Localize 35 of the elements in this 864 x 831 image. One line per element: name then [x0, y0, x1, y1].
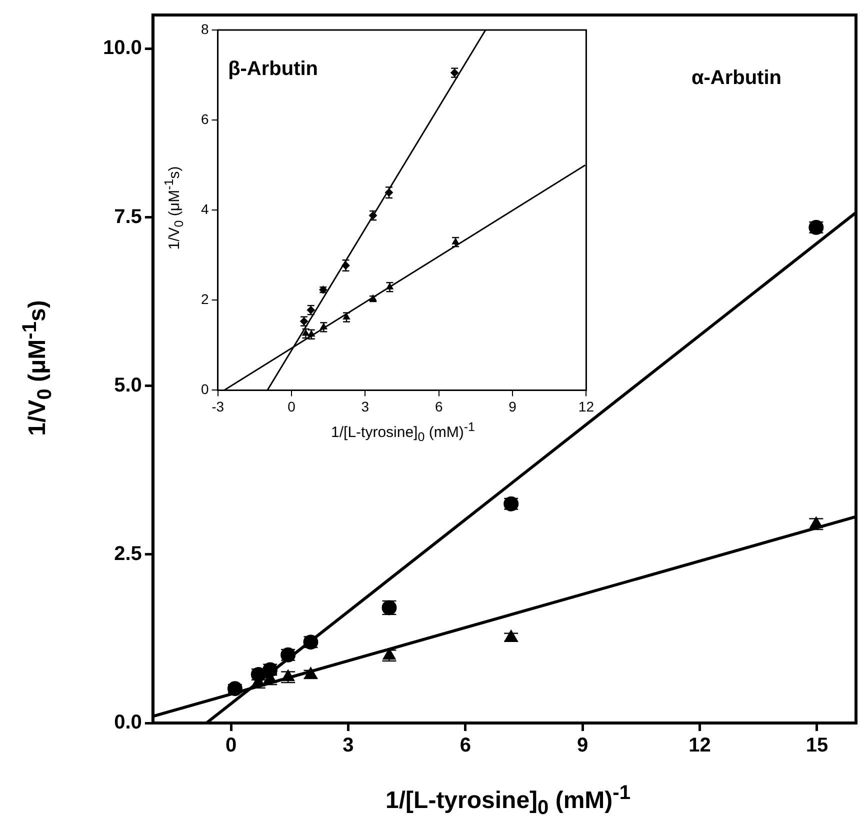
x-tick-label: 3: [361, 398, 370, 414]
point: [342, 313, 350, 320]
y-tick-label: 6: [200, 110, 209, 127]
y-tick-label: 0: [200, 381, 209, 398]
point: [227, 681, 242, 696]
x-tick-label: 12: [688, 734, 711, 757]
x-tick-label: 6: [460, 734, 471, 757]
x-tick-label: 15: [806, 734, 828, 757]
x-axis-title: 1/[L-tyrosine]$_{0}$ (mM)$^{-1}$: [330, 420, 476, 444]
y-tick-label: 0.0: [114, 712, 142, 734]
point: [304, 666, 318, 678]
y-tick-label: 8: [200, 20, 209, 37]
point: [384, 188, 393, 197]
y-tick-label: 4: [200, 200, 209, 217]
y-tick-label: 2: [200, 291, 209, 308]
x-tick-label: 9: [577, 734, 588, 757]
x-tick-label: 3: [342, 734, 354, 757]
point: [504, 630, 518, 642]
point: [452, 238, 460, 244]
x-tick-label: 9: [508, 398, 517, 414]
x-tick-label: 0: [225, 734, 237, 757]
y-tick-label: 10.0: [102, 37, 142, 60]
x-tick-label: 0: [288, 398, 296, 414]
x-tick-label: -3: [212, 398, 224, 414]
y-tick-label: 5.0: [114, 374, 142, 396]
x-tick-label: 12: [578, 398, 594, 414]
point: [342, 261, 350, 270]
x-tick-label: 6: [434, 398, 443, 414]
y-tick-label: 7.5: [114, 206, 142, 228]
y-tick-label: 2.5: [114, 542, 142, 565]
annotation: β-Arbutin: [228, 58, 318, 80]
point: [386, 283, 394, 290]
annotation: α-Arbutin: [691, 67, 782, 90]
point: [320, 323, 328, 330]
x-axis-title: 1/[L-tyrosine]$_{0}$ (mM)$^{-1}$: [384, 782, 632, 820]
